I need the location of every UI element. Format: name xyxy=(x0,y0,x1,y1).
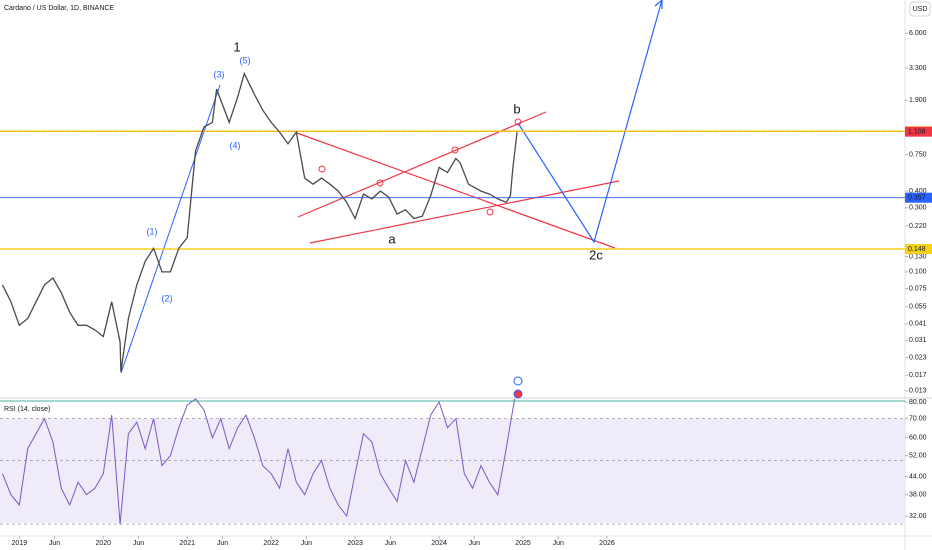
y-tick-label: 0.013 xyxy=(909,388,927,395)
y-tick-label: 44.00 xyxy=(909,473,927,480)
x-tick-label: Jun xyxy=(133,540,144,547)
y-tick-label: 0.031 xyxy=(909,337,927,344)
x-tick-label: 2024 xyxy=(431,540,447,547)
wave-label: b xyxy=(513,101,520,116)
y-tick-label: 0.041 xyxy=(909,321,927,328)
x-tick-label: Jun xyxy=(553,540,564,547)
wave-label: (5) xyxy=(240,55,251,65)
x-tick-label: Jun xyxy=(301,540,312,547)
y-tick-label: 38.00 xyxy=(909,492,927,499)
x-tick-label: 2021 xyxy=(179,540,195,547)
unit-label[interactable]: USD xyxy=(913,6,928,13)
event-icon[interactable] xyxy=(513,376,523,386)
pivot-marker xyxy=(318,165,326,173)
trend-line xyxy=(297,111,547,218)
trend-line xyxy=(296,132,616,249)
pivot-marker xyxy=(514,118,522,126)
y-tick-label: 0.100 xyxy=(909,269,927,276)
level-label: 0.357 xyxy=(908,195,926,202)
y-tick-label: 0.300 xyxy=(909,205,927,212)
wave-line xyxy=(120,84,221,374)
wave-label: (3) xyxy=(214,69,225,79)
level-label-box xyxy=(905,244,932,255)
y-tick-label: 0.220 xyxy=(909,223,927,230)
y-tick-label: 0.075 xyxy=(909,286,927,293)
y-tick-label: 0.130 xyxy=(909,253,927,260)
wave-label: (4) xyxy=(230,140,241,150)
x-tick-label: Jun xyxy=(217,540,228,547)
series-line xyxy=(2,398,516,525)
y-tick-label: 0.017 xyxy=(909,372,927,379)
chart-title: Cardano / US Dollar, 1D, BINANCE xyxy=(4,5,114,12)
rsi-title: RSI (14, close) xyxy=(4,406,50,413)
wave-label: 2c xyxy=(589,247,603,262)
drawings xyxy=(120,0,663,399)
pivot-marker xyxy=(451,146,459,154)
x-tick-label: Jun xyxy=(385,540,396,547)
y-tick-label: 6.000 xyxy=(909,30,927,37)
x-tick-label: Jun xyxy=(49,540,60,547)
event-icon[interactable] xyxy=(513,389,523,399)
wave-label: a xyxy=(388,231,396,246)
y-tick-label: 3.300 xyxy=(909,65,927,72)
level-label-box xyxy=(905,192,932,203)
level-label: 0.148 xyxy=(908,246,926,253)
y-tick-label: 32.00 xyxy=(909,513,927,520)
x-tick-label: Jun xyxy=(469,540,480,547)
last-price-box xyxy=(905,126,932,137)
y-tick-label: 80.00 xyxy=(909,399,927,406)
wave-label: (2) xyxy=(162,293,173,303)
pivot-marker xyxy=(486,208,494,216)
unit-box[interactable] xyxy=(909,1,931,17)
pivot-marker xyxy=(376,179,384,187)
trend-line xyxy=(309,180,620,244)
x-tick-label: 2025 xyxy=(515,540,531,547)
y-tick-label: 70.00 xyxy=(909,415,927,422)
wave-label: 1 xyxy=(233,39,240,54)
rsi-band xyxy=(0,419,905,523)
wave-label: (1) xyxy=(147,226,158,236)
x-tick-label: 2022 xyxy=(263,540,279,547)
y-tick-label: 1.900 xyxy=(909,97,927,104)
series-line xyxy=(1,71,518,372)
y-tick-label: 52.00 xyxy=(909,452,927,459)
projection-line xyxy=(517,0,663,244)
arrow-head xyxy=(654,0,663,9)
y-tick-label: 0.400 xyxy=(909,188,927,195)
y-tick-label: 0.055 xyxy=(909,304,927,311)
y-tick-label: 60.00 xyxy=(909,435,927,442)
x-tick-label: 2023 xyxy=(347,540,363,547)
y-tick-label: 0.750 xyxy=(909,151,927,158)
last-price-label: 1.108 xyxy=(908,129,926,136)
x-tick-label: 2019 xyxy=(12,540,28,547)
x-tick-label: 2020 xyxy=(95,540,111,547)
x-tick-label: 2026 xyxy=(599,540,615,547)
y-tick-label: 0.023 xyxy=(909,354,927,361)
